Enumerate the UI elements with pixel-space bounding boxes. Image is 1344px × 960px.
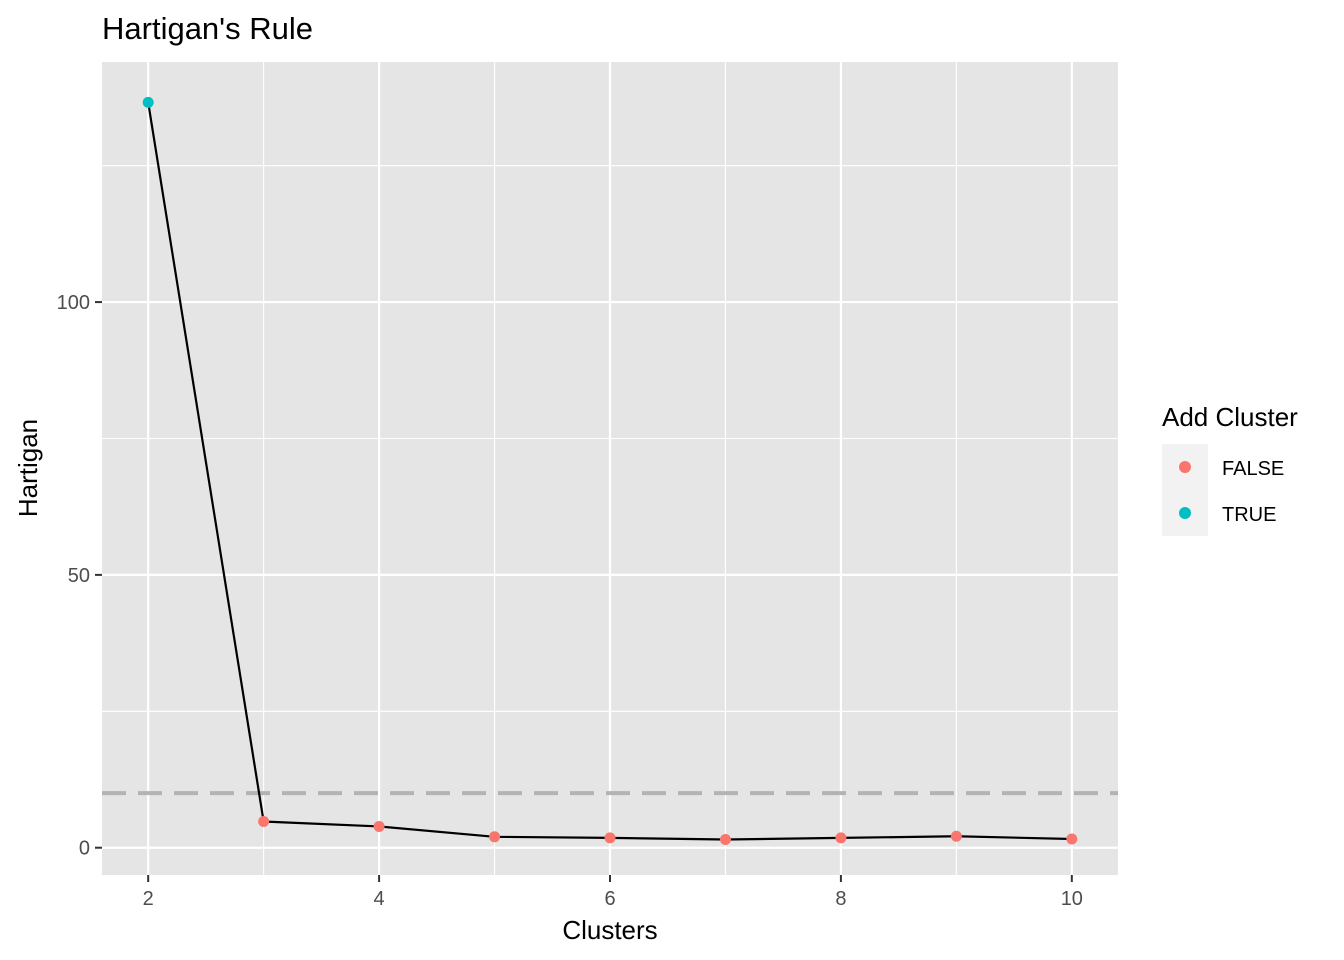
y-axis-title: Hartigan xyxy=(13,419,43,517)
y-tick-label: 100 xyxy=(57,292,90,314)
legend-dot-true xyxy=(1179,507,1191,519)
y-tick-label: 0 xyxy=(79,838,90,860)
data-point xyxy=(258,816,270,828)
data-point xyxy=(142,96,154,108)
data-points xyxy=(142,96,1078,846)
data-point xyxy=(950,830,962,842)
x-axis-ticks: 2 4 6 8 10 xyxy=(143,875,1083,910)
legend-dot-false xyxy=(1179,461,1191,473)
x-tick-label: 10 xyxy=(1061,888,1083,910)
legend-title: Add Cluster xyxy=(1162,402,1298,432)
legend: Add Cluster FALSE TRUE xyxy=(1162,402,1298,536)
y-axis-ticks: 0 50 100 xyxy=(57,292,102,860)
data-point xyxy=(489,831,501,843)
x-tick-label: 8 xyxy=(835,888,846,910)
x-tick-label: 6 xyxy=(604,888,615,910)
x-tick-label: 4 xyxy=(374,888,385,910)
legend-label-true: TRUE xyxy=(1222,504,1276,526)
x-axis-title: Clusters xyxy=(562,915,657,945)
data-point xyxy=(1066,833,1078,845)
y-tick-label: 50 xyxy=(68,565,90,587)
x-tick-label: 2 xyxy=(143,888,154,910)
data-point xyxy=(373,820,385,832)
legend-label-false: FALSE xyxy=(1222,458,1284,480)
major-gridlines xyxy=(102,62,1118,875)
data-point xyxy=(835,832,847,844)
data-point xyxy=(604,832,616,844)
chart-title: Hartigan's Rule xyxy=(102,11,313,46)
data-point xyxy=(719,834,731,846)
